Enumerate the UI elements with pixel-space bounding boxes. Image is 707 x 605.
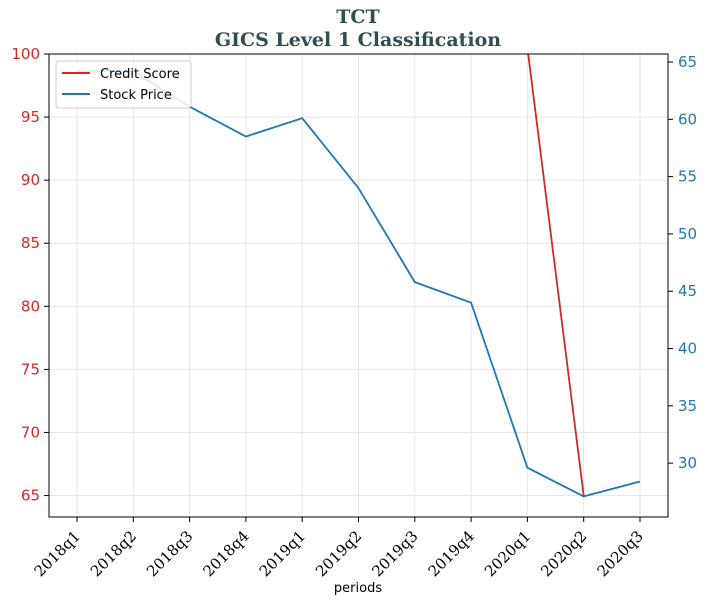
left-tick-label: 75	[21, 360, 40, 378]
right-tick-label: 50	[678, 225, 697, 243]
left-axis-ticks: 65 70 75 80 85 90 95 100	[11, 45, 49, 505]
right-tick-label: 45	[678, 282, 697, 300]
x-tick-label: 2020q2	[537, 527, 590, 580]
right-tick-label: 40	[678, 340, 697, 358]
right-tick-label: 65	[678, 53, 697, 71]
legend: Credit Score Stock Price	[55, 60, 192, 109]
x-tick-label: 2018q2	[87, 527, 140, 580]
left-tick-label: 85	[21, 234, 40, 252]
x-tick-label: 2018q1	[31, 527, 84, 580]
right-tick-label: 35	[678, 397, 697, 415]
left-tick-label: 90	[21, 171, 40, 189]
right-tick-label: 60	[678, 110, 697, 128]
x-tick-label: 2018q3	[143, 527, 196, 580]
left-tick-label: 100	[11, 45, 40, 63]
x-tick-label: 2018q4	[199, 527, 252, 580]
x-tick-label: 2019q1	[256, 527, 309, 580]
legend-label-credit-score: Credit Score	[100, 67, 180, 82]
right-tick-label: 55	[678, 168, 697, 186]
left-tick-label: 65	[21, 487, 40, 505]
left-tick-label: 80	[21, 297, 40, 315]
chart-title: TCT	[336, 6, 379, 28]
x-tick-label: 2019q4	[425, 527, 478, 580]
x-axis-ticks: 2018q1 2018q2 2018q3 2018q4 2019q1 2019q2 2019…	[31, 517, 647, 580]
x-tick-label: 2019q3	[368, 527, 421, 580]
series-line-credit-score	[527, 54, 585, 496]
right-tick-label: 30	[678, 454, 697, 472]
right-axis-ticks: 30 35 40 45 50 55 60 65	[668, 53, 697, 472]
left-tick-label: 95	[21, 108, 40, 126]
chart-subtitle: GICS Level 1 Classification	[215, 29, 501, 51]
x-tick-label: 2020q3	[594, 527, 647, 580]
x-axis-label: periods	[334, 581, 382, 596]
legend-label-stock-price: Stock Price	[100, 88, 172, 103]
left-tick-label: 70	[21, 423, 40, 441]
x-tick-label: 2020q1	[481, 527, 534, 580]
x-tick-label: 2019q2	[312, 527, 365, 580]
grid-lines	[49, 53, 668, 517]
